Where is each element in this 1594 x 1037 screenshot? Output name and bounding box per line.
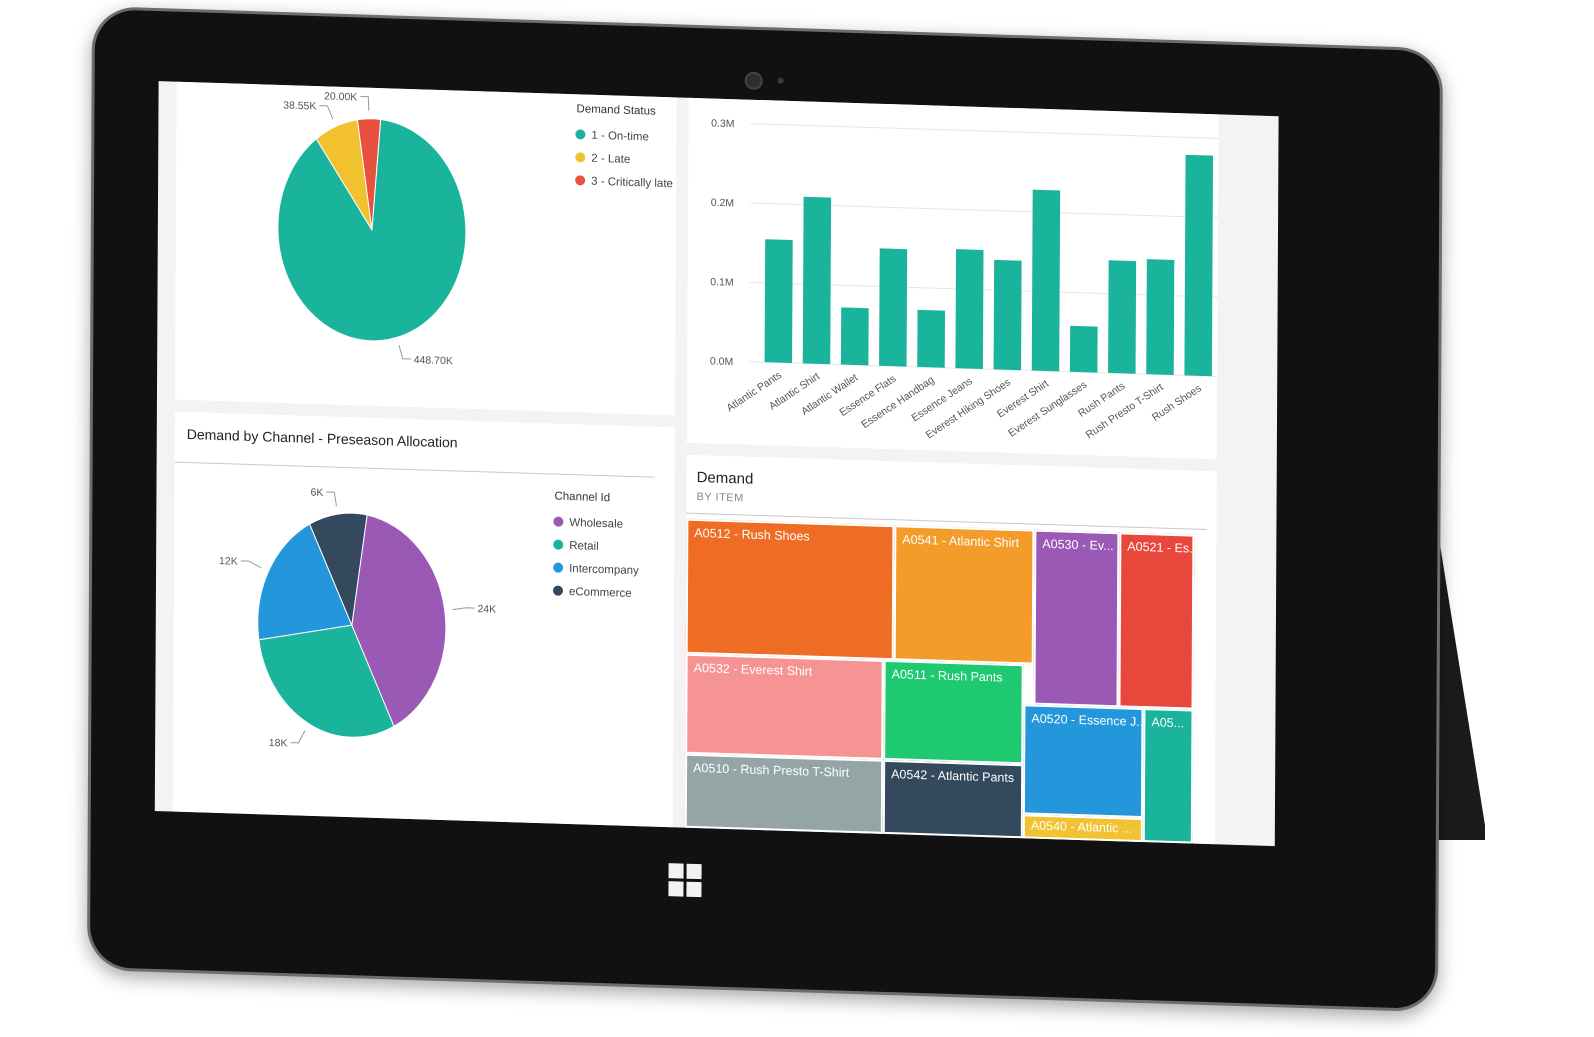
- legend-marker-2-late: [575, 152, 586, 163]
- legend-marker-3-critically-late: [575, 175, 586, 186]
- bar-rush-shoes[interactable]: [1184, 154, 1214, 377]
- treemap-tile-a0521-es[interactable]: A0521 - Es...: [1118, 532, 1195, 710]
- data-label-leader: [326, 491, 337, 507]
- bar-atlantic-wallet[interactable]: [840, 307, 869, 366]
- data-label-2-late: 38.55K: [283, 99, 316, 112]
- treemap-tile-a0532-everest-shirt[interactable]: A0532 - Everest Shirt: [685, 653, 884, 760]
- legend-item-3-critically-late[interactable]: 3 - Critically late: [591, 176, 673, 191]
- legend-marker-ecommerce: [553, 585, 564, 596]
- windows-logo-icon[interactable]: [668, 863, 702, 898]
- treemap-tile-a0520-essence-j[interactable]: A0520 - Essence J...: [1022, 704, 1144, 819]
- data-label-3-critically-late: 20.00K: [324, 90, 357, 103]
- treemap-tile-a0511-rush-pants[interactable]: A0511 - Rush Pants: [883, 659, 1024, 765]
- demand-by-channel-title: Demand by Channel - Preseason Allocation: [186, 425, 458, 451]
- treemap-tile-a0530-ev[interactable]: A0530 - Ev...: [1033, 529, 1120, 708]
- data-label-retail: 18K: [269, 737, 288, 750]
- tablet-device: 448.70K 38.55K 20.00K Demand Status 1 - On-t…: [86, 6, 1443, 1013]
- legend-marker-1-on-time: [575, 129, 586, 140]
- demand-by-item-treemap: A0512 - Rush Shoes A0532 - Everest Shirt A…: [684, 518, 1195, 844]
- bar-everest-sunglasses[interactable]: [1069, 325, 1098, 373]
- pie-slice-wholesale[interactable]: [351, 514, 447, 728]
- treemap-tile-a0512-rush-shoes[interactable]: A0512 - Rush Shoes: [685, 518, 895, 661]
- treemap-tile-a05[interactable]: A05...: [1142, 708, 1194, 844]
- data-label-leader: [319, 105, 334, 120]
- data-label-leader: [398, 345, 411, 360]
- demand-status-pie-chart: 448.70K 38.55K 20.00K Demand Status 1 - On-t…: [277, 90, 673, 367]
- legend-item-ecommerce[interactable]: eCommerce: [569, 586, 632, 600]
- demand-by-channel-panel: Demand by Channel - Preseason Allocation…: [172, 411, 675, 828]
- bar-essence-jeans[interactable]: [955, 249, 984, 369]
- legend-title: Channel Id: [554, 491, 610, 505]
- pie-slice-retail[interactable]: [258, 622, 395, 738]
- legend-item-retail[interactable]: Retail: [569, 540, 598, 553]
- legend-item-wholesale[interactable]: Wholesale: [569, 517, 623, 531]
- data-label-intercompany: 12K: [219, 555, 238, 568]
- camera-icon: [744, 71, 763, 91]
- y-tick-label: 0.0M: [710, 355, 733, 368]
- bar-everest-hiking-shoes[interactable]: [993, 259, 1022, 371]
- bar-atlantic-pants[interactable]: [764, 239, 793, 364]
- legend-item-2-late[interactable]: 2 - Late: [591, 153, 630, 166]
- data-label-1-on-time: 448.70K: [414, 354, 453, 367]
- bar-essence-handbag[interactable]: [917, 309, 946, 368]
- demand-by-product-panel: 0.0M 0.1M 0.2M 0.3M Atlantic Pants Atlantic S…: [686, 97, 1219, 460]
- bar-everest-shirt[interactable]: [1031, 189, 1061, 372]
- data-label-leader: [240, 560, 262, 569]
- bar-rush-pants[interactable]: [1108, 260, 1137, 374]
- y-tick-label: 0.3M: [711, 117, 734, 130]
- demand-by-channel-pie-chart: 24K 18K 12K 6K Channel Id Wholesale Retail Inte…: [219, 487, 639, 750]
- legend-item-intercompany[interactable]: Intercompany: [569, 563, 639, 577]
- legend-marker-retail: [553, 539, 564, 550]
- data-label-leader: [290, 730, 306, 744]
- legend-item-1-on-time[interactable]: 1 - On-time: [591, 130, 649, 144]
- demand-by-item-title: Demand: [696, 469, 754, 488]
- legend-title: Demand Status: [577, 103, 657, 117]
- demand-by-item-panel: Demand BY ITEM A0512 - Rush Shoes A0532 -…: [684, 454, 1217, 845]
- pie-slice-ecommerce[interactable]: [309, 512, 368, 628]
- demand-status-panel: 448.70K 38.55K 20.00K Demand Status 1 - On-t…: [174, 81, 677, 416]
- demand-by-item-subtitle: BY ITEM: [696, 491, 744, 505]
- pie-slice-3-critically-late[interactable]: [356, 118, 382, 230]
- y-tick-label: 0.1M: [710, 276, 733, 289]
- sensor-icon: [777, 77, 784, 84]
- legend-marker-wholesale: [553, 516, 564, 527]
- treemap-tile-a0542-atlantic-pants[interactable]: A0542 - Atlantic Pants: [882, 759, 1024, 839]
- gridline: [750, 123, 1219, 139]
- treemap-tile-a0540-atlantic[interactable]: A0540 - Atlantic ...: [1022, 814, 1143, 843]
- bar-essence-flats[interactable]: [879, 248, 908, 367]
- treemap-tile-a0541-atlantic-shirt[interactable]: A0541 - Atlantic Shirt: [893, 525, 1035, 665]
- y-tick-label: 0.2M: [711, 197, 734, 210]
- bar-atlantic-shirt[interactable]: [802, 196, 832, 365]
- data-label-leader: [360, 96, 370, 111]
- dashboard-screen: 448.70K 38.55K 20.00K Demand Status 1 - On-t…: [154, 81, 1279, 847]
- pie-slice-1-on-time[interactable]: [277, 116, 467, 343]
- treemap-tile-a0510-rush-presto-t-shirt[interactable]: A0510 - Rush Presto T-Shirt: [684, 753, 884, 834]
- legend-marker-intercompany: [553, 562, 564, 573]
- pie-slice-intercompany[interactable]: [257, 522, 353, 642]
- data-label-leader: [452, 607, 475, 611]
- data-label-wholesale: 24K: [477, 603, 496, 616]
- bar-rush-presto-t-shirt[interactable]: [1146, 259, 1175, 375]
- data-label-ecommerce: 6K: [310, 487, 323, 499]
